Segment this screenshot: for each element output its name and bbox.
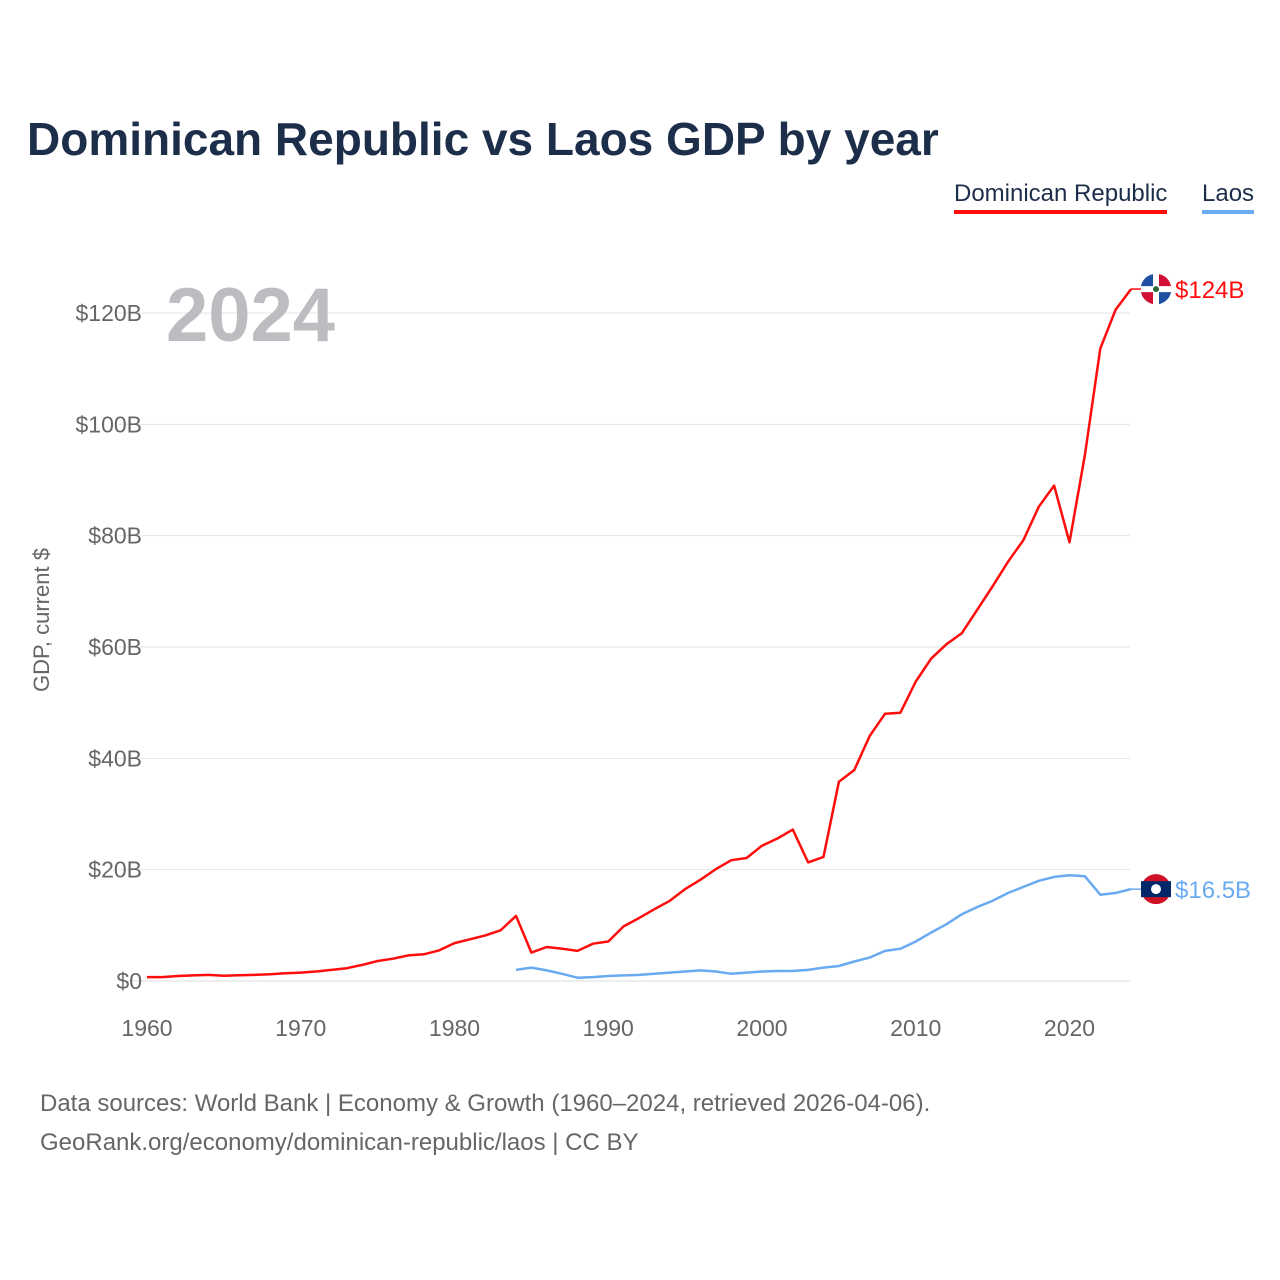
flag-emblem [1153, 286, 1159, 293]
flag-disc [1151, 884, 1161, 895]
y-tick-label: $20B [88, 857, 142, 883]
end-value-label: $16.5B [1175, 877, 1251, 904]
data-sources-text: Data sources: World Bank | Economy & Gro… [40, 1090, 931, 1117]
series-line-laos [515, 873, 1132, 979]
y-tick-label: $60B [88, 634, 142, 660]
y-tick-label: $40B [88, 745, 142, 771]
series-line-dominican-republic [147, 288, 1133, 979]
x-tick-label: 1970 [275, 1015, 326, 1041]
x-tick-label: 1980 [429, 1015, 480, 1041]
flag-quadrant [1141, 274, 1153, 287]
y-tick-label: $80B [88, 523, 142, 549]
x-tick-label: 1960 [121, 1015, 172, 1041]
flag-quadrant [1141, 292, 1153, 305]
footer: Data sources: World Bank | Economy & Gro… [40, 1084, 930, 1162]
y-tick-label: $120B [75, 300, 142, 326]
y-axis-label: GDP, current $ [29, 548, 54, 692]
x-tick-label: 1990 [583, 1015, 634, 1041]
flag-quadrant [1159, 274, 1171, 287]
current-year-label: 2024 [166, 273, 336, 358]
x-tick-label: 2020 [1044, 1015, 1095, 1041]
x-tick-label: 2000 [736, 1015, 787, 1041]
source-link[interactable]: GeoRank.org/economy/dominican-republic/l… [40, 1129, 639, 1156]
legend-item-dominican-republic[interactable]: Dominican Republic [954, 180, 1168, 214]
y-tick-label: $100B [75, 411, 142, 437]
flag-quadrant [1159, 292, 1171, 305]
legend-item-laos[interactable]: Laos [1202, 180, 1255, 214]
end-value-label: $124B [1175, 277, 1244, 304]
chart-title: Dominican Republic vs Laos GDP by year [27, 113, 939, 165]
x-tick-label: 2010 [890, 1015, 941, 1041]
y-tick-label: $0 [116, 968, 142, 994]
